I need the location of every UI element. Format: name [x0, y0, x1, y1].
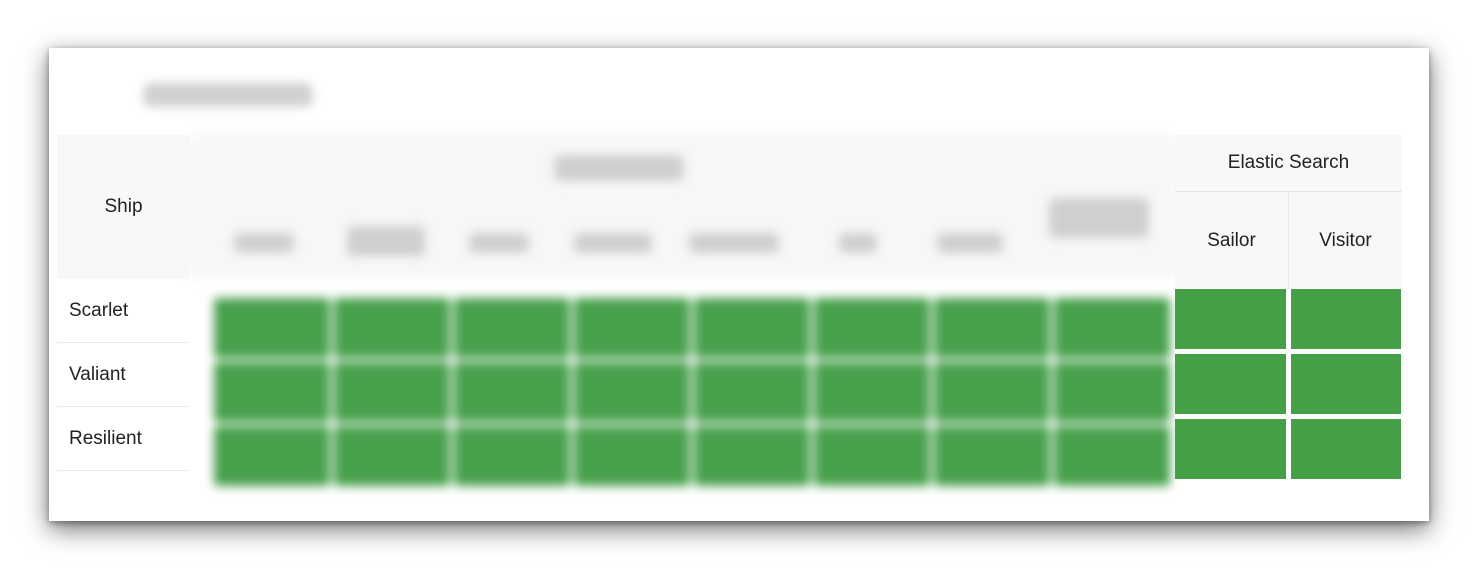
redacted-status-cell	[574, 426, 690, 486]
redacted-column-label	[574, 233, 652, 253]
results-card: Ship Scarlet Valiant Resilient Elastic S…	[49, 48, 1429, 521]
redacted-column-label	[469, 233, 529, 253]
redacted-group-label	[554, 155, 684, 181]
redacted-status-cell	[334, 362, 450, 422]
redacted-status-cell	[214, 362, 330, 422]
page-title-redacted	[143, 83, 313, 107]
redacted-status-cell	[574, 298, 690, 358]
redacted-column-label	[347, 226, 425, 256]
redacted-column-label	[689, 233, 779, 253]
redacted-status-cell	[694, 298, 810, 358]
redacted-column-label	[937, 233, 1003, 253]
status-cell-resilient-visitor	[1291, 419, 1401, 479]
ship-header: Ship	[57, 135, 190, 279]
status-cell-valiant-sailor	[1175, 354, 1286, 414]
elastic-search-group: Elastic Search Sailor Visitor	[1175, 135, 1402, 483]
column-header-sailor: Sailor	[1175, 192, 1289, 289]
redacted-status-cell	[814, 298, 930, 358]
redacted-status-cell	[1054, 426, 1170, 486]
ship-row-valiant: Valiant	[57, 343, 190, 407]
redacted-status-cell	[334, 426, 450, 486]
ship-row-scarlet: Scarlet	[57, 279, 190, 343]
status-cell-scarlet-visitor	[1291, 289, 1401, 349]
ship-row-resilient: Resilient	[57, 407, 190, 471]
redacted-column-label	[234, 233, 294, 253]
status-cell-resilient-sailor	[1175, 419, 1286, 479]
redacted-status-cell	[454, 362, 570, 422]
redacted-status-cell	[694, 426, 810, 486]
redacted-status-grid	[214, 298, 1175, 490]
redacted-status-cell	[814, 362, 930, 422]
redacted-column-label	[839, 233, 877, 253]
redacted-status-cell	[934, 362, 1050, 422]
redacted-status-cell	[694, 362, 810, 422]
redacted-status-cell	[214, 426, 330, 486]
redacted-status-cell	[454, 426, 570, 486]
elastic-search-status-grid	[1175, 289, 1402, 483]
redacted-status-cell	[214, 298, 330, 358]
redacted-status-cell	[1054, 362, 1170, 422]
column-header-visitor: Visitor	[1319, 229, 1372, 251]
ship-column: Ship Scarlet Valiant Resilient	[57, 135, 190, 471]
redacted-status-cell	[934, 298, 1050, 358]
redacted-status-cell	[454, 298, 570, 358]
redacted-status-cell	[1054, 298, 1170, 358]
status-cell-valiant-visitor	[1291, 354, 1401, 414]
status-cell-scarlet-sailor	[1175, 289, 1286, 349]
redacted-status-cell	[814, 426, 930, 486]
redacted-header	[190, 135, 1175, 279]
redacted-column-label	[1049, 198, 1149, 238]
redacted-status-cell	[574, 362, 690, 422]
elastic-search-subheader: Sailor Visitor	[1175, 192, 1402, 289]
elastic-search-title: Elastic Search	[1175, 135, 1402, 192]
redacted-status-cell	[334, 298, 450, 358]
redacted-status-cell	[934, 426, 1050, 486]
